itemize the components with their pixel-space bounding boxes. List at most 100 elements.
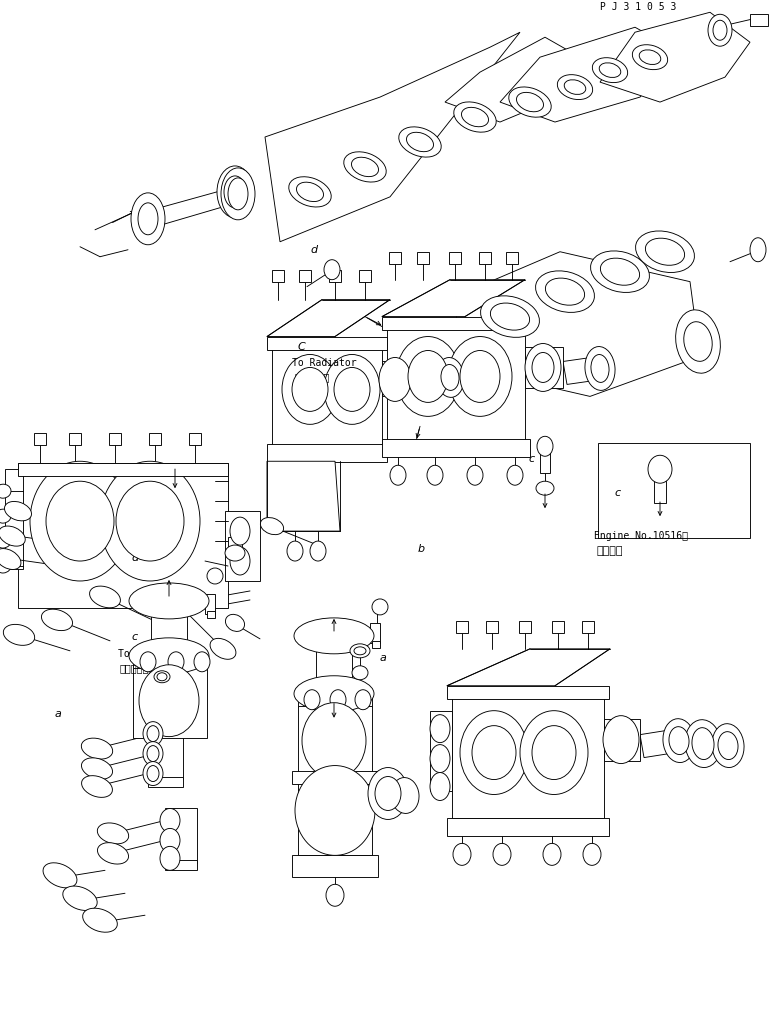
Ellipse shape <box>407 133 433 152</box>
Bar <box>148 720 183 779</box>
Ellipse shape <box>601 258 640 286</box>
Ellipse shape <box>507 465 523 485</box>
Bar <box>18 463 228 476</box>
Text: ラジエータへ: ラジエータへ <box>295 373 330 383</box>
Ellipse shape <box>82 758 112 779</box>
Bar <box>329 269 341 282</box>
Ellipse shape <box>390 465 406 485</box>
Bar <box>604 718 640 761</box>
Polygon shape <box>500 27 680 122</box>
Polygon shape <box>267 300 390 336</box>
Ellipse shape <box>430 745 450 773</box>
Ellipse shape <box>304 690 320 710</box>
Ellipse shape <box>648 455 672 483</box>
Ellipse shape <box>355 690 371 710</box>
Ellipse shape <box>636 231 694 272</box>
Ellipse shape <box>157 673 167 681</box>
Ellipse shape <box>30 461 130 581</box>
Bar <box>109 434 121 446</box>
Ellipse shape <box>147 746 159 762</box>
Ellipse shape <box>718 731 738 760</box>
Ellipse shape <box>454 102 496 132</box>
Bar <box>456 621 468 633</box>
Ellipse shape <box>154 671 170 683</box>
Ellipse shape <box>83 909 118 932</box>
Ellipse shape <box>352 666 368 680</box>
Bar <box>165 808 197 863</box>
Bar <box>430 711 452 790</box>
Ellipse shape <box>294 618 374 653</box>
Ellipse shape <box>351 157 379 176</box>
Ellipse shape <box>599 63 621 77</box>
Ellipse shape <box>536 481 554 495</box>
Polygon shape <box>445 37 580 122</box>
Ellipse shape <box>509 87 552 118</box>
Ellipse shape <box>344 152 386 182</box>
Bar <box>540 451 550 473</box>
Ellipse shape <box>210 638 236 659</box>
Ellipse shape <box>221 168 255 220</box>
Ellipse shape <box>557 75 593 99</box>
Bar <box>372 641 380 648</box>
Ellipse shape <box>713 20 727 41</box>
Ellipse shape <box>712 723 744 768</box>
Bar <box>525 346 563 388</box>
Ellipse shape <box>224 176 246 208</box>
Bar <box>205 594 215 614</box>
Ellipse shape <box>160 847 180 870</box>
Bar <box>25 471 220 606</box>
Text: b: b <box>418 544 425 554</box>
Ellipse shape <box>399 127 441 157</box>
Bar <box>552 621 564 633</box>
Ellipse shape <box>310 541 326 561</box>
Bar <box>133 655 207 669</box>
Ellipse shape <box>194 651 210 672</box>
Ellipse shape <box>481 296 539 337</box>
Bar <box>370 623 380 643</box>
Ellipse shape <box>537 437 553 456</box>
Ellipse shape <box>217 166 253 218</box>
Polygon shape <box>267 461 340 531</box>
Bar <box>389 252 401 263</box>
Ellipse shape <box>41 609 72 630</box>
Ellipse shape <box>0 534 11 548</box>
Ellipse shape <box>43 863 77 887</box>
Bar <box>207 611 215 618</box>
Bar <box>486 621 498 633</box>
Polygon shape <box>600 12 750 102</box>
Ellipse shape <box>160 808 180 833</box>
Ellipse shape <box>685 719 721 768</box>
Ellipse shape <box>324 355 380 424</box>
Ellipse shape <box>592 58 628 83</box>
Ellipse shape <box>3 624 35 645</box>
Ellipse shape <box>324 259 340 280</box>
Ellipse shape <box>708 14 732 47</box>
Bar <box>225 512 260 581</box>
Ellipse shape <box>391 778 419 813</box>
Bar <box>506 252 518 263</box>
Bar <box>382 362 412 396</box>
Ellipse shape <box>116 481 184 561</box>
Bar <box>582 621 594 633</box>
Ellipse shape <box>532 725 576 780</box>
Bar <box>228 537 242 549</box>
Ellipse shape <box>168 651 184 672</box>
Bar <box>387 321 525 442</box>
Ellipse shape <box>750 238 766 261</box>
Bar <box>267 445 387 462</box>
Ellipse shape <box>633 45 668 70</box>
Ellipse shape <box>585 346 615 390</box>
Bar <box>359 269 371 282</box>
Ellipse shape <box>282 355 338 424</box>
Bar <box>479 252 491 263</box>
Ellipse shape <box>379 358 411 401</box>
Ellipse shape <box>289 176 331 207</box>
Polygon shape <box>455 252 700 396</box>
Ellipse shape <box>225 614 245 631</box>
Bar <box>292 855 378 877</box>
Ellipse shape <box>427 465 443 485</box>
Ellipse shape <box>230 517 250 545</box>
Ellipse shape <box>334 368 370 411</box>
Ellipse shape <box>143 721 163 746</box>
Bar <box>750 14 768 26</box>
